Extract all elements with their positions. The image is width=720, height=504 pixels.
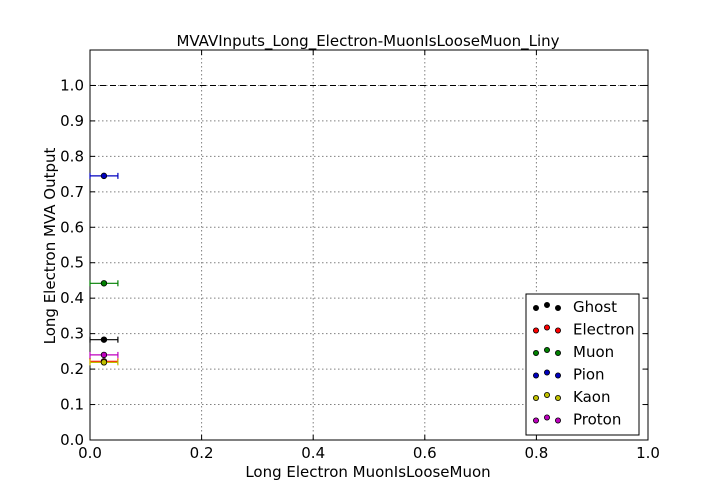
chart-title: MVAVInputs_Long_Electron-MuonIsLooseMuon… xyxy=(176,32,559,51)
marker xyxy=(100,359,108,366)
legend-label: Proton xyxy=(573,411,621,429)
legend-marker xyxy=(533,327,540,334)
legend-marker xyxy=(544,301,551,308)
legend-item-ghost: Ghost xyxy=(533,298,617,316)
y-tick-label: 0.4 xyxy=(60,289,84,307)
legend-marker xyxy=(544,346,551,353)
legend-marker xyxy=(555,372,562,379)
marker xyxy=(100,280,108,287)
x-tick-label: 0.6 xyxy=(413,444,437,462)
data-point-pion xyxy=(89,172,119,180)
legend-item-proton: Proton xyxy=(533,411,621,429)
legend-label: Muon xyxy=(573,343,614,361)
x-tick-label: 0.8 xyxy=(524,444,548,462)
legend-item-kaon: Kaon xyxy=(533,388,610,406)
legend-label: Pion xyxy=(573,366,605,384)
legend: Ghost Electron Muon Pion Kaon Proton xyxy=(525,293,640,436)
data-point-proton xyxy=(89,351,119,359)
y-tick-label: 0.6 xyxy=(60,218,84,236)
y-axis-label: Long Electron MVA Output xyxy=(41,148,59,345)
legend-marker xyxy=(533,394,540,401)
legend-marker xyxy=(544,324,551,331)
y-tick-label: 0.9 xyxy=(60,112,84,130)
y-tick-label: 0.7 xyxy=(60,183,84,201)
y-tick-label: 0.3 xyxy=(60,325,84,343)
legend-marker xyxy=(533,372,540,379)
legend-marker xyxy=(555,349,562,356)
data-points xyxy=(89,172,119,366)
y-tick-label: 0.1 xyxy=(60,396,84,414)
y-tick-label: 1.0 xyxy=(60,76,84,94)
marker xyxy=(100,172,108,180)
legend-label: Electron xyxy=(573,321,635,339)
y-tick-label: 0.2 xyxy=(60,360,84,378)
data-point-muon xyxy=(89,280,119,287)
legend-label: Kaon xyxy=(573,388,610,406)
legend-marker xyxy=(555,304,562,311)
data-point-kaon xyxy=(89,359,119,366)
legend-item-electron: Electron xyxy=(533,321,635,339)
legend-box xyxy=(525,293,640,436)
legend-marker xyxy=(544,391,551,398)
legend-marker xyxy=(533,304,540,311)
legend-item-muon: Muon xyxy=(533,343,614,361)
x-tick-label: 0.4 xyxy=(301,444,325,462)
axis-ticks: 0.0 0.2 0.4 0.6 0.8 1.0 0.0 0.1 0.2 0.3 0.4 0.5 0.6 0… xyxy=(60,50,660,462)
legend-marker xyxy=(544,414,551,421)
legend-item-pion: Pion xyxy=(533,366,605,384)
x-tick-label: 1.0 xyxy=(636,444,660,462)
x-tick-label: 0.2 xyxy=(190,444,214,462)
marker xyxy=(100,336,108,343)
legend-label: Ghost xyxy=(573,298,617,316)
legend-marker xyxy=(555,417,562,424)
x-axis-label: Long Electron MuonIsLooseMuon xyxy=(245,463,490,481)
plot-area xyxy=(89,49,649,441)
y-tick-label: 0.8 xyxy=(60,147,84,165)
data-point-ghost xyxy=(89,336,119,343)
y-tick-label: 0.0 xyxy=(60,431,84,449)
y-tick-label: 0.5 xyxy=(60,254,84,272)
legend-marker xyxy=(533,417,540,424)
legend-marker xyxy=(555,327,562,334)
legend-marker xyxy=(533,349,540,356)
legend-marker xyxy=(555,394,562,401)
marker xyxy=(100,351,108,359)
x-tick-label: 0.0 xyxy=(78,444,102,462)
legend-marker xyxy=(544,369,551,376)
